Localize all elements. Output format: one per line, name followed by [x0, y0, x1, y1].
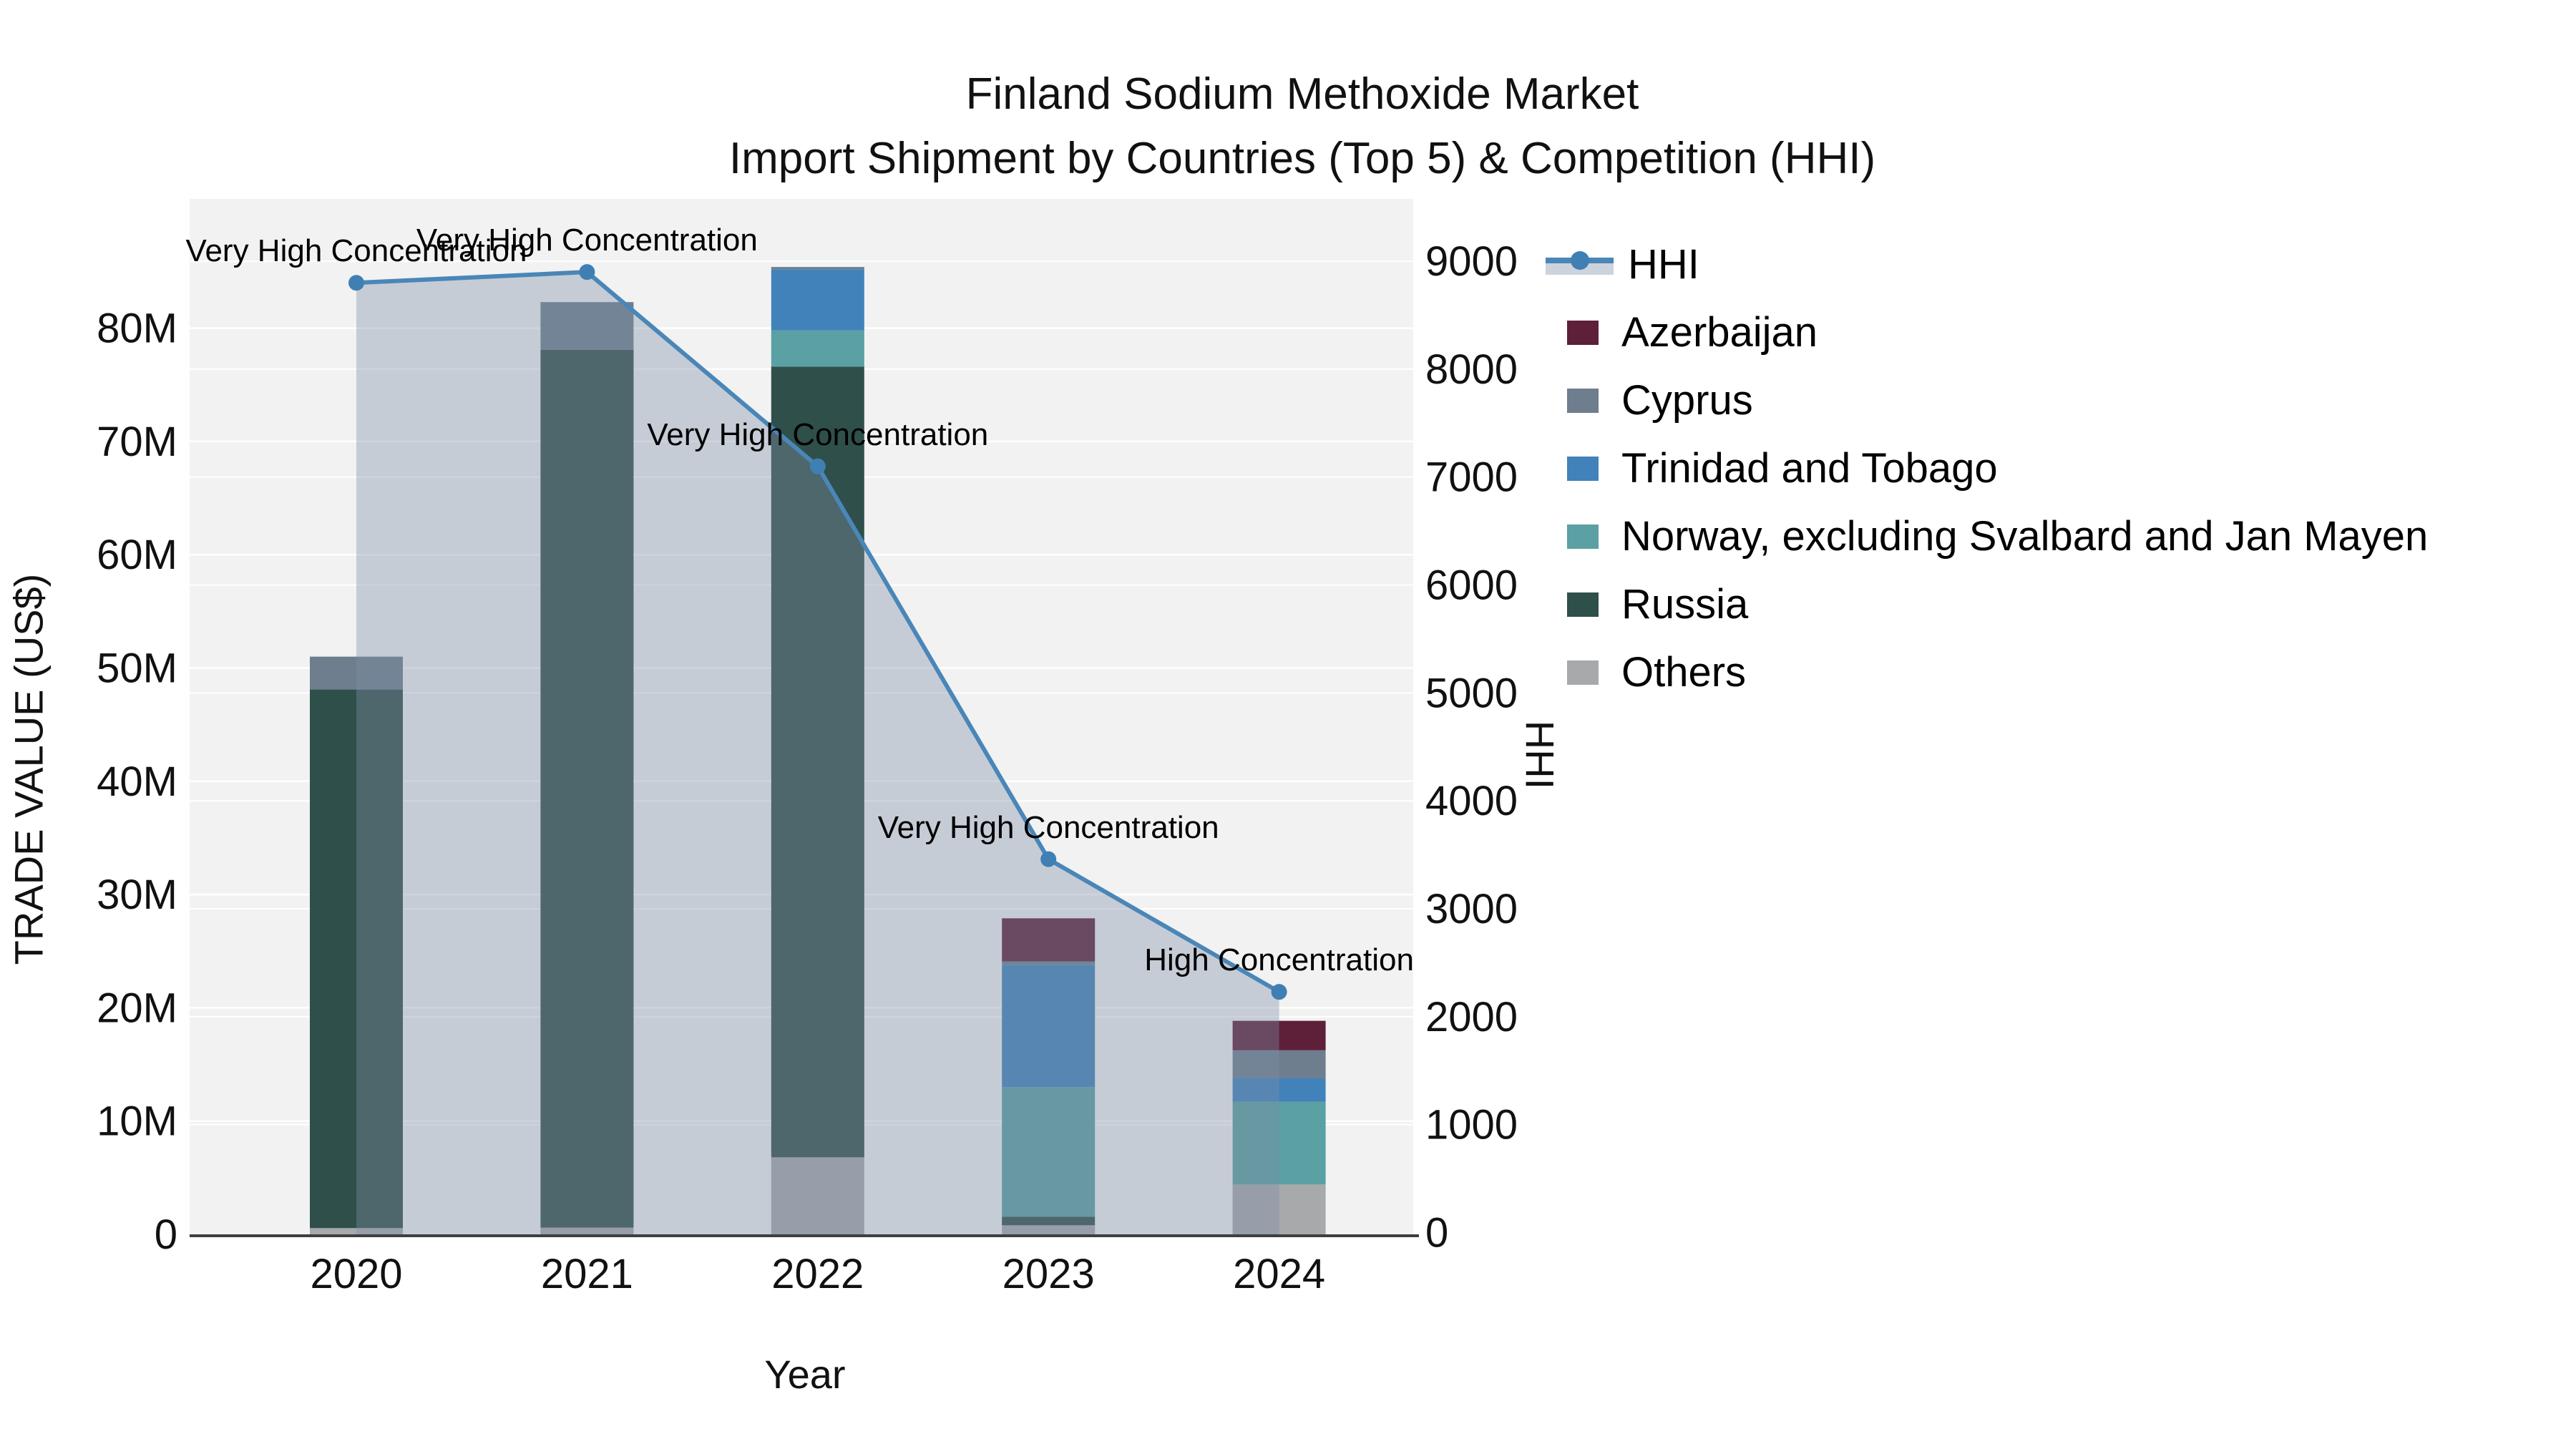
- y-axis-title-left: TRADE VALUE (US$): [6, 573, 52, 965]
- bar-segment-2021-russia[interactable]: [540, 349, 634, 1228]
- x-tick-2024: 2024: [1233, 1251, 1325, 1297]
- bar-segment-2024-trinidad-and-tobago[interactable]: [1232, 1078, 1326, 1102]
- y-tick-left-40M: 40M: [97, 758, 177, 805]
- y-tick-left-20M: 20M: [97, 985, 177, 1031]
- bar-segment-2021-cyprus[interactable]: [540, 302, 634, 350]
- legend-item-hhi[interactable]: HHI: [1546, 230, 2428, 298]
- x-tick-2022: 2022: [771, 1251, 864, 1297]
- y-tick-left-70M: 70M: [97, 419, 177, 465]
- bar-segment-2023-norway[interactable]: [1002, 1087, 1096, 1217]
- legend-item-russia[interactable]: Russia: [1546, 570, 2428, 638]
- bar-segment-2023-others[interactable]: [1002, 1225, 1096, 1234]
- bar-segment-2020-cyprus[interactable]: [310, 656, 403, 690]
- bar-segment-2024-norway[interactable]: [1232, 1101, 1326, 1185]
- legend-label: Azerbaijan: [1621, 309, 1818, 356]
- bar-segment-2023-azerbaijan[interactable]: [1002, 918, 1096, 962]
- legend-label: Cyprus: [1621, 377, 1753, 424]
- legend-item-cyprus[interactable]: Cyprus: [1546, 366, 2428, 434]
- legend-swatch-icon: [1567, 592, 1599, 617]
- chart-title-line2: Import Shipment by Countries (Top 5) & C…: [728, 134, 1876, 183]
- legend-item-trinidad-and-tobago[interactable]: Trinidad and Tobago: [1546, 434, 2428, 502]
- legend-item-others[interactable]: Others: [1546, 638, 2428, 706]
- legend-item-azerbaijan[interactable]: Azerbaijan: [1546, 298, 2428, 366]
- bar-segment-2022-norway[interactable]: [771, 330, 864, 367]
- x-tick-2021: 2021: [541, 1251, 633, 1297]
- y-tick-right-5000: 5000: [1425, 670, 1518, 716]
- legend-label: HHI: [1628, 241, 1699, 288]
- bar-segment-2020-others[interactable]: [310, 1228, 403, 1234]
- bar-segment-2022-trinidad-and-tobago[interactable]: [771, 269, 864, 331]
- hhi-marker-2024[interactable]: [1271, 984, 1287, 1000]
- y-tick-right-7000: 7000: [1425, 454, 1518, 501]
- bar-segment-2021-others[interactable]: [540, 1227, 634, 1234]
- hhi-marker-2020[interactable]: [348, 275, 364, 291]
- y-tick-right-8000: 8000: [1425, 346, 1518, 393]
- hhi-marker-2021[interactable]: [579, 264, 595, 280]
- chart-title-line1: Finland Sodium Methoxide Market: [965, 69, 1639, 119]
- legend: HHI Azerbaijan Cyprus Trinidad and Tobago No…: [1546, 230, 2428, 706]
- bar-segment-2024-cyprus[interactable]: [1232, 1050, 1326, 1078]
- annotation-2024: High Concentration: [1144, 942, 1414, 978]
- y-tick-left-10M: 10M: [97, 1098, 177, 1145]
- legend-label: Russia: [1621, 581, 1749, 628]
- annotation-2023: Very High Concentration: [877, 809, 1219, 845]
- y-tick-right-6000: 6000: [1425, 562, 1518, 609]
- bar-segment-2023-cyprus[interactable]: [1002, 961, 1096, 965]
- hhi-marker-sample: [1570, 250, 1589, 270]
- bar-segment-2024-azerbaijan[interactable]: [1232, 1020, 1326, 1050]
- y-tick-left-60M: 60M: [97, 532, 177, 578]
- x-tick-2023: 2023: [1002, 1251, 1095, 1297]
- hhi-line-swatch-icon: [1546, 250, 1614, 279]
- y-tick-right-3000: 3000: [1425, 886, 1518, 932]
- bar-segment-2024-others[interactable]: [1232, 1184, 1326, 1234]
- annotation-2021: Very High Concentration: [416, 223, 758, 258]
- hhi-marker-2023[interactable]: [1040, 851, 1057, 867]
- annotation-2020: Very High Concentration: [185, 233, 527, 269]
- hhi-marker-2022[interactable]: [809, 458, 826, 474]
- legend-swatch-icon: [1567, 660, 1599, 685]
- y-tick-left-30M: 30M: [97, 872, 177, 918]
- legend-swatch-icon: [1567, 456, 1599, 481]
- bar-segment-2023-russia[interactable]: [1002, 1216, 1096, 1226]
- bar-segment-2020-russia[interactable]: [310, 689, 403, 1229]
- legend-label: Trinidad and Tobago: [1621, 445, 1998, 492]
- y-tick-right-9000: 9000: [1425, 238, 1518, 285]
- y-tick-right-0: 0: [1425, 1210, 1448, 1257]
- bar-segment-2022-others[interactable]: [771, 1157, 864, 1234]
- legend-swatch-icon: [1567, 524, 1599, 549]
- legend-label: Norway, excluding Svalbard and Jan Mayen: [1621, 513, 2429, 560]
- legend-swatch-icon: [1567, 388, 1599, 413]
- x-axis-title: Year: [764, 1352, 846, 1397]
- x-tick-2020: 2020: [310, 1251, 402, 1297]
- legend-label: Others: [1621, 649, 1747, 696]
- bar-segment-2023-trinidad-and-tobago[interactable]: [1002, 965, 1096, 1088]
- bar-segment-2022-cyprus[interactable]: [771, 267, 864, 270]
- y-tick-left-50M: 50M: [97, 645, 177, 692]
- y-tick-right-4000: 4000: [1425, 778, 1518, 824]
- y-tick-left-80M: 80M: [97, 306, 177, 352]
- y-tick-right-1000: 1000: [1425, 1102, 1518, 1148]
- bar-segment-2022-russia[interactable]: [771, 366, 864, 1158]
- legend-item-norway[interactable]: Norway, excluding Svalbard and Jan Mayen: [1546, 502, 2428, 570]
- legend-swatch-icon: [1567, 320, 1599, 345]
- y-tick-right-2000: 2000: [1425, 994, 1518, 1040]
- y-axis-title-right: HHI: [1517, 720, 1563, 790]
- annotation-2022: Very High Concentration: [647, 416, 989, 452]
- hhi-area-fill: [356, 272, 1279, 1236]
- y-tick-left-0: 0: [155, 1211, 177, 1258]
